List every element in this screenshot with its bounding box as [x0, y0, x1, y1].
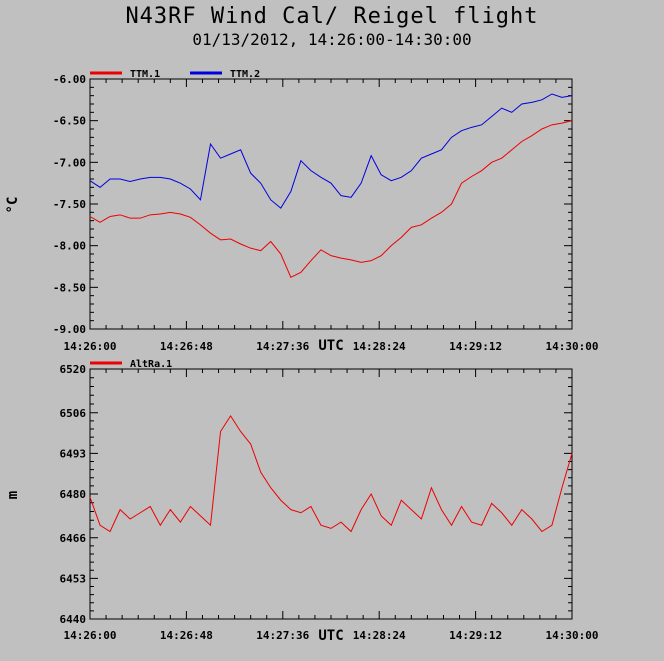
- y-tick-label: -9.00: [53, 323, 86, 336]
- x-tick-label: 14:28:24: [353, 340, 406, 353]
- y-tick-label: -7.50: [53, 198, 86, 211]
- y-tick-label: -8.50: [53, 281, 86, 294]
- x-tick-label: 14:30:00: [546, 629, 599, 642]
- y-axis-label: m: [5, 491, 21, 499]
- y-tick-label: -7.00: [53, 156, 86, 169]
- x-tick-label: 14:29:12: [449, 340, 502, 353]
- y-tick-label: -6.00: [53, 73, 86, 86]
- x-tick-label: 14:28:24: [353, 629, 406, 642]
- series-line-altra-1: [89, 414, 573, 533]
- legend-label: AltRa.1: [130, 359, 172, 370]
- y-axis-label: °C: [5, 197, 21, 214]
- x-tick-label: 14:30:00: [546, 340, 599, 353]
- legend-label: TTM.1: [130, 69, 160, 80]
- chart-subtitle: 01/13/2012, 14:26:00-14:30:00: [192, 30, 472, 49]
- plot-frame: [89, 368, 573, 620]
- legend-label: TTM.2: [230, 69, 260, 80]
- series-line-ttm-2: [89, 93, 573, 209]
- y-tick-label: 6453: [60, 572, 87, 585]
- y-tick-label: 6506: [60, 407, 87, 420]
- x-tick-label: 14:27:36: [256, 340, 309, 353]
- x-axis-label: UTC: [318, 338, 343, 354]
- x-tick-label: 14:26:00: [64, 629, 117, 642]
- y-tick-label: -6.50: [53, 115, 86, 128]
- y-tick-label: -8.00: [53, 240, 86, 253]
- y-tick-label: 6493: [60, 447, 87, 460]
- plot-frame: [89, 78, 573, 330]
- x-tick-label: 14:26:48: [160, 340, 213, 353]
- x-tick-label: 14:26:48: [160, 629, 213, 642]
- chart-title: N43RF Wind Cal/ Reigel flight: [125, 4, 539, 29]
- series-line-ttm-1: [89, 120, 573, 279]
- x-tick-label: 14:26:00: [64, 340, 117, 353]
- x-axis-label: UTC: [318, 628, 343, 644]
- y-tick-label: 6466: [60, 532, 87, 545]
- y-tick-label: 6520: [60, 363, 87, 376]
- y-tick-label: 6480: [60, 488, 87, 501]
- x-tick-label: 14:29:12: [449, 629, 502, 642]
- y-tick-label: 6440: [60, 613, 87, 626]
- x-tick-label: 14:27:36: [256, 629, 309, 642]
